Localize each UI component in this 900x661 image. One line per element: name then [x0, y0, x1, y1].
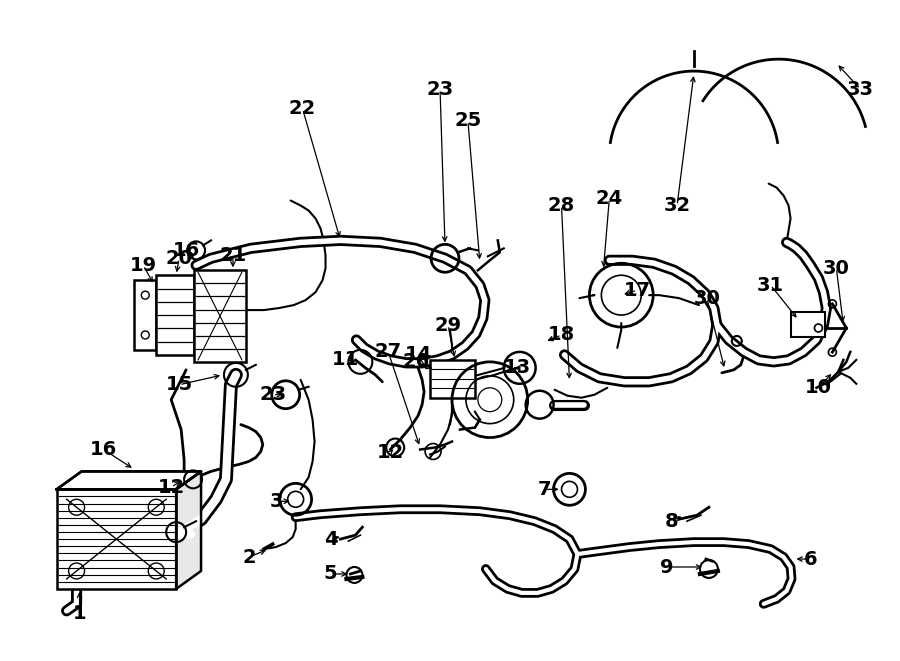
Text: 22: 22: [289, 99, 316, 118]
Text: 13: 13: [504, 358, 531, 377]
Text: 26: 26: [402, 352, 430, 371]
Text: 12: 12: [376, 443, 404, 462]
Text: 6: 6: [804, 549, 817, 568]
Polygon shape: [57, 471, 201, 489]
Text: 24: 24: [596, 189, 623, 208]
Bar: [790, 312, 825, 337]
Bar: [134, 280, 157, 350]
Text: 10: 10: [805, 378, 832, 397]
Bar: [57, 489, 176, 589]
Bar: [194, 270, 246, 362]
Text: 23: 23: [259, 385, 286, 405]
Text: 1: 1: [73, 604, 86, 623]
Text: 30: 30: [694, 289, 720, 307]
Text: 33: 33: [847, 79, 874, 98]
Text: 25: 25: [454, 112, 482, 130]
Text: 5: 5: [324, 564, 338, 584]
Text: 32: 32: [663, 196, 690, 215]
Bar: [157, 275, 194, 355]
Text: 8: 8: [664, 512, 678, 531]
Text: 14: 14: [404, 346, 432, 364]
Text: 7: 7: [538, 480, 552, 499]
Text: 23: 23: [427, 79, 454, 98]
Bar: [430, 360, 475, 398]
Text: 20: 20: [166, 249, 193, 268]
Text: 21: 21: [220, 246, 247, 265]
Text: 11: 11: [332, 350, 359, 369]
Text: 19: 19: [130, 256, 157, 275]
Text: 31: 31: [757, 276, 784, 295]
Text: 28: 28: [548, 196, 575, 215]
Text: 29: 29: [435, 315, 462, 334]
Text: 15: 15: [166, 375, 193, 394]
Polygon shape: [176, 471, 201, 589]
Text: 2: 2: [242, 547, 256, 566]
Text: 16: 16: [173, 241, 200, 260]
Text: 17: 17: [624, 281, 651, 299]
Text: 16: 16: [90, 440, 117, 459]
Text: 27: 27: [374, 342, 401, 362]
Text: 12: 12: [158, 478, 184, 497]
Text: 3: 3: [270, 492, 284, 511]
Text: 18: 18: [548, 325, 575, 344]
Text: 30: 30: [823, 258, 850, 278]
Text: 4: 4: [324, 529, 338, 549]
Text: 9: 9: [661, 557, 674, 576]
